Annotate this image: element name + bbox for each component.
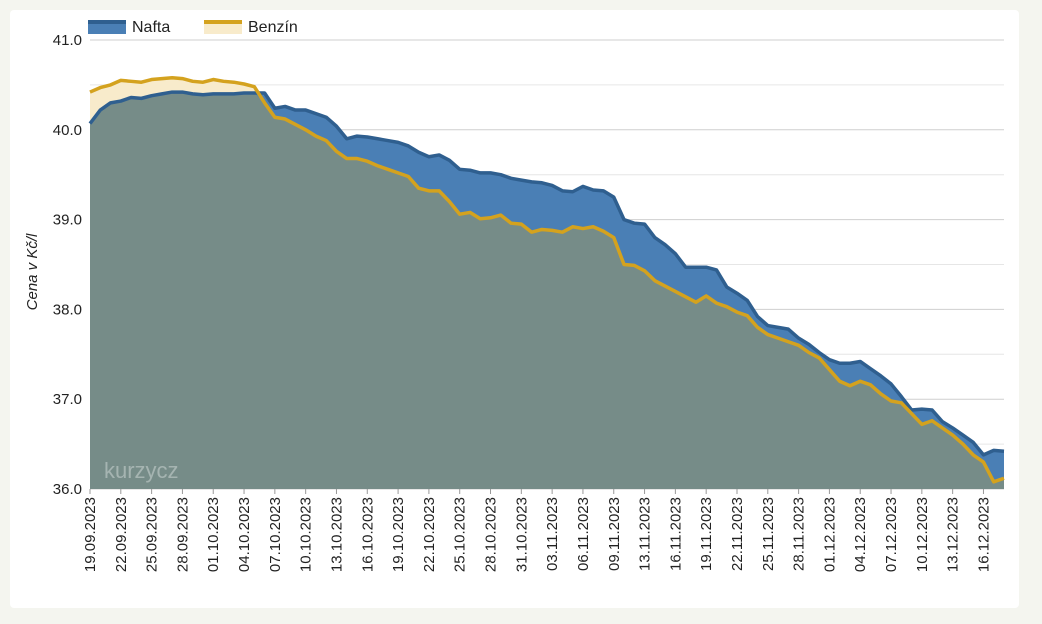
- x-tick-label: 28.09.2023: [174, 497, 191, 572]
- x-tick-label: 04.12.2023: [852, 497, 869, 572]
- x-tick-label: 28.10.2023: [483, 497, 500, 572]
- x-tick-label: 22.11.2023: [729, 497, 746, 571]
- series-lines: [88, 75, 1005, 484]
- x-tick-label: 07.12.2023: [883, 497, 900, 572]
- x-tick-label: 09.11.2023: [606, 497, 623, 571]
- price-chart: kurzycz 41.0 40.0 39.0 38.0 37.0 36.0 19.09.2…: [24, 19, 1005, 572]
- x-tick-label: 19.11.2023: [698, 497, 715, 571]
- x-tick-label: 01.10.2023: [205, 497, 222, 572]
- area-overlap: [90, 92, 1004, 489]
- y-tick-label: 38.0: [53, 301, 82, 318]
- chart-card: kurzycz 41.0 40.0 39.0 38.0 37.0 36.0 19.09.2…: [10, 10, 1019, 608]
- x-tick-label: 06.11.2023: [575, 497, 592, 571]
- y-tick-label: 37.0: [53, 391, 82, 408]
- y-tick-label: 36.0: [53, 481, 82, 498]
- legend-label-benzin: Benzín: [248, 19, 298, 36]
- x-tick-label: 13.11.2023: [637, 497, 654, 571]
- legend-swatch-benzin-line: [204, 20, 242, 24]
- x-tick-label: 16.12.2023: [975, 497, 992, 572]
- y-tick-label: 39.0: [53, 212, 82, 229]
- y-tick-label: 41.0: [53, 32, 82, 49]
- x-tick-label: 10.10.2023: [298, 497, 315, 572]
- x-tick-label: 31.10.2023: [513, 497, 530, 572]
- legend-label-nafta: Nafta: [132, 19, 170, 36]
- line-benzin: [89, 75, 1005, 484]
- x-tick-label: 28.11.2023: [791, 497, 808, 571]
- watermark-logo: kurzycz: [104, 458, 179, 483]
- y-axis: 41.0 40.0 39.0 38.0 37.0 36.0: [53, 32, 82, 498]
- line-nafta: [88, 90, 1005, 457]
- x-tick-label: 16.11.2023: [667, 497, 684, 571]
- legend-swatch-nafta: [88, 22, 126, 34]
- x-tick-label: 22.10.2023: [421, 497, 438, 572]
- x-tick-label: 19.10.2023: [390, 497, 407, 572]
- legend-swatch-benzin: [204, 22, 242, 34]
- x-tick-label: 04.10.2023: [236, 497, 253, 572]
- x-tick-label: 03.11.2023: [544, 497, 561, 571]
- y-axis-label: Cena v Kč/l: [24, 233, 41, 310]
- legend: Nafta Benzín: [88, 19, 298, 36]
- y-tick-label: 40.0: [53, 122, 82, 139]
- x-tick-label: 13.10.2023: [328, 497, 345, 572]
- x-tick-label: 01.12.2023: [821, 497, 838, 572]
- x-tick-label: 10.12.2023: [914, 497, 931, 572]
- x-tick-label: 25.10.2023: [452, 497, 469, 572]
- series-areas: [90, 77, 1004, 489]
- x-tick-label: 19.09.2023: [82, 497, 99, 572]
- x-tick-label: 25.09.2023: [144, 497, 161, 572]
- x-tick-label: 25.11.2023: [760, 497, 777, 571]
- x-tick-label: 07.10.2023: [267, 497, 284, 572]
- legend-item-nafta[interactable]: Nafta: [88, 19, 170, 36]
- legend-swatch-nafta-line: [88, 20, 126, 24]
- x-tick-label: 16.10.2023: [359, 497, 376, 572]
- x-axis: 19.09.2023 22.09.2023 25.09.2023 28.09.2023…: [82, 489, 992, 572]
- legend-item-benzin[interactable]: Benzín: [204, 19, 298, 36]
- x-tick-label: 13.12.2023: [945, 497, 962, 572]
- x-tick-label: 22.09.2023: [113, 497, 130, 572]
